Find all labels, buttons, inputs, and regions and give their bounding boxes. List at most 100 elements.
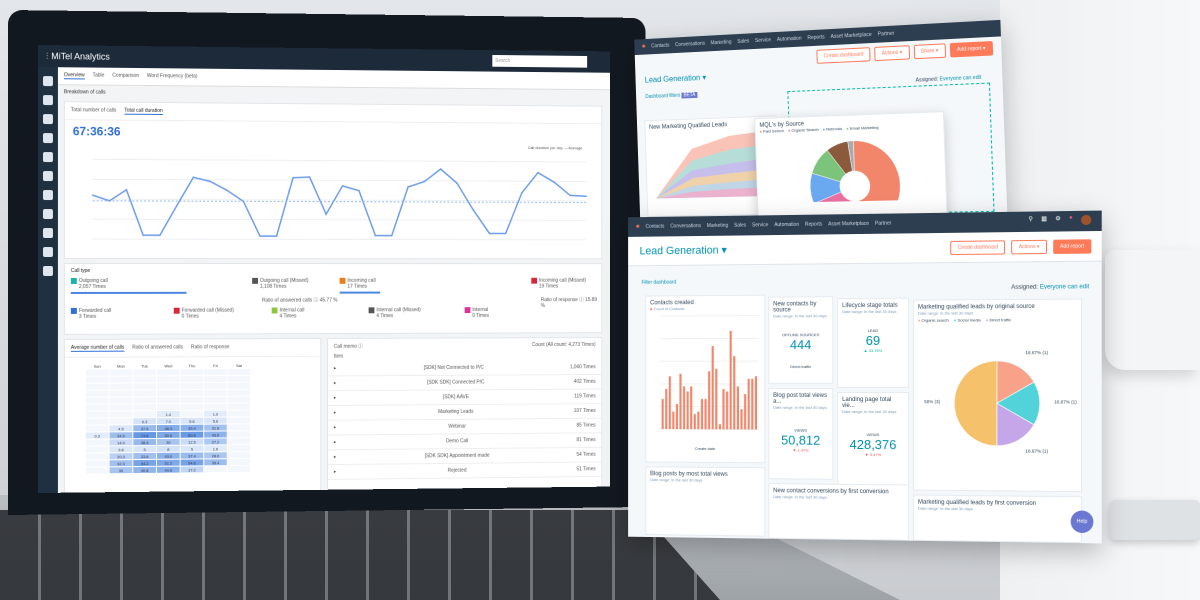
- bar[interactable]: [722, 388, 725, 430]
- data-point: [521, 192, 523, 194]
- search-icon[interactable]: ⚲: [1028, 216, 1033, 223]
- bar[interactable]: [715, 368, 718, 430]
- marketplace-icon[interactable]: ▦: [1041, 216, 1047, 223]
- bar[interactable]: [736, 386, 739, 430]
- nav-item[interactable]: Service: [752, 222, 769, 229]
- nav-item[interactable]: Sales: [733, 222, 747, 229]
- bar[interactable]: [733, 356, 736, 430]
- tab-comparison[interactable]: Comparison: [112, 72, 140, 79]
- dashboard-title[interactable]: Lead Generation ▾: [639, 244, 727, 258]
- user-icon[interactable]: [42, 266, 53, 276]
- bar[interactable]: [693, 414, 696, 430]
- nav-item[interactable]: Asset Marketplace: [830, 31, 872, 41]
- bar[interactable]: [679, 373, 682, 430]
- kpi-value: 69: [865, 332, 881, 348]
- pie-slice[interactable]: [954, 361, 997, 446]
- donut-slice[interactable]: [811, 150, 846, 183]
- memo-row[interactable]: ▸ [SDK SDK] Connected P/C 402 Times: [328, 374, 602, 392]
- bar[interactable]: [665, 388, 668, 430]
- actions-button[interactable]: Actions ▾: [874, 45, 910, 62]
- file-icon[interactable]: [42, 247, 53, 258]
- donut-slice[interactable]: [810, 172, 842, 203]
- nav-item[interactable]: Contacts: [645, 223, 665, 230]
- bar[interactable]: [711, 346, 714, 430]
- nav-item[interactable]: Automation: [776, 35, 802, 43]
- bar[interactable]: [686, 391, 689, 430]
- dashboard-icon[interactable]: [42, 76, 53, 87]
- bar[interactable]: [726, 391, 729, 430]
- nav-item[interactable]: Marketing: [710, 39, 732, 47]
- bar[interactable]: [740, 409, 743, 430]
- data-point: [407, 186, 409, 188]
- settings-icon[interactable]: ⚙: [1055, 216, 1061, 223]
- nav-item[interactable]: Reports: [804, 221, 823, 228]
- nav-item[interactable]: Reports: [807, 34, 825, 42]
- bar[interactable]: [668, 376, 671, 430]
- tab-average-calls[interactable]: Average number of calls: [70, 344, 125, 352]
- notifications-icon[interactable]: ●: [1069, 215, 1073, 222]
- tab-answered-ratio[interactable]: Ratio of answered calls: [132, 344, 184, 351]
- bar[interactable]: [729, 330, 732, 430]
- user-avatar[interactable]: [1081, 214, 1092, 226]
- nav-item[interactable]: Partner: [877, 30, 895, 38]
- bar[interactable]: [675, 404, 679, 430]
- bar[interactable]: [744, 394, 747, 430]
- tab-overview[interactable]: Overview: [63, 72, 85, 80]
- document-icon[interactable]: [42, 209, 53, 220]
- memo-row[interactable]: ▸ [SDK] Not Connected to P/C 1,040 Times: [328, 360, 602, 377]
- share-button[interactable]: Share ▾: [913, 43, 946, 60]
- memo-count: 54 Times: [576, 451, 596, 458]
- tab-total-duration[interactable]: Total call duration: [124, 107, 163, 115]
- headset-icon[interactable]: [42, 95, 53, 106]
- nav-item[interactable]: Partner: [874, 220, 892, 227]
- clipboard-icon[interactable]: [42, 228, 53, 239]
- assigned-value-link[interactable]: Everyone can edit: [1039, 284, 1090, 291]
- nav-item[interactable]: Automation: [774, 221, 800, 229]
- tab-word-frequency[interactable]: Word Frequency (beta): [146, 73, 198, 80]
- nav-item[interactable]: Conversations: [674, 40, 706, 49]
- bar[interactable]: [697, 411, 700, 430]
- nav-item[interactable]: Asset Marketplace: [828, 220, 869, 228]
- call-duration-card: Total number of calls Total call duratio…: [63, 101, 603, 260]
- nav-item[interactable]: Marketing: [706, 222, 729, 230]
- bar[interactable]: [690, 386, 693, 430]
- help-button[interactable]: Help: [1070, 510, 1094, 534]
- bar[interactable]: [708, 371, 711, 430]
- beta-badge: BETA: [681, 91, 698, 99]
- bar[interactable]: [672, 411, 675, 430]
- filter-dashboard-link[interactable]: Filter dashboard: [641, 279, 677, 286]
- create-dashboard-button[interactable]: Create dashboard: [950, 240, 1006, 256]
- donut-slice[interactable]: [827, 141, 853, 174]
- bar[interactable]: [704, 399, 707, 430]
- bar[interactable]: [754, 376, 758, 430]
- table-icon[interactable]: [42, 133, 53, 144]
- search-input[interactable]: Search: [492, 54, 588, 68]
- headset-icon[interactable]: [42, 114, 53, 125]
- new-mql-area-chart: [653, 130, 770, 199]
- create-dashboard-button[interactable]: Create dashboard: [816, 47, 871, 64]
- bar[interactable]: [751, 378, 754, 430]
- nav-item[interactable]: Contacts: [651, 42, 670, 50]
- table-icon[interactable]: [42, 152, 53, 163]
- chart-icon[interactable]: [42, 171, 53, 182]
- tab-response-ratio[interactable]: Ratio of response: [190, 344, 230, 351]
- bar[interactable]: [682, 386, 686, 430]
- nav-item[interactable]: Sales: [737, 38, 750, 45]
- pie-slice[interactable]: [997, 361, 1034, 404]
- data-point: [439, 168, 442, 170]
- nav-item[interactable]: Conversations: [670, 223, 702, 230]
- add-report-button[interactable]: Add report ▾: [949, 40, 994, 58]
- mitel-analytics-window: ⫶ MiTel Analytics Search Overview Table …: [38, 45, 610, 493]
- pie-slice[interactable]: [997, 403, 1034, 446]
- actions-button[interactable]: Actions ▾: [1011, 239, 1047, 255]
- bar[interactable]: [700, 399, 704, 430]
- video-icon[interactable]: [42, 190, 53, 201]
- nav-item[interactable]: Service: [754, 37, 772, 45]
- tab-table[interactable]: Table: [92, 72, 105, 79]
- memo-row[interactable]: ▸ Rejected 51 Times: [328, 462, 602, 480]
- bar[interactable]: [718, 424, 721, 430]
- add-report-button[interactable]: Add report: [1052, 239, 1092, 254]
- bar[interactable]: [747, 378, 750, 430]
- tab-total-calls[interactable]: Total number of calls: [70, 107, 117, 114]
- bar[interactable]: [661, 398, 664, 430]
